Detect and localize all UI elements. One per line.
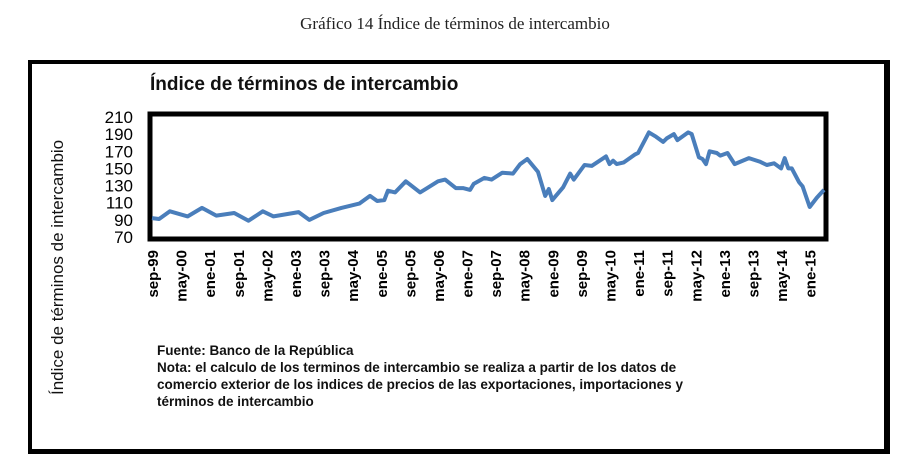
note-line: términos de intercambio	[157, 394, 314, 409]
note-line: Nota: el calculo de los terminos de inte…	[157, 360, 677, 375]
x-tick-label: ene-11	[631, 250, 648, 297]
x-tick-label: sep-09	[574, 250, 591, 298]
x-tick-label: ene-05	[374, 250, 391, 298]
figure-title: Gráfico 14 Índice de términos de interca…	[300, 14, 610, 33]
series-line	[151, 130, 826, 223]
x-tick-label: may-06	[431, 250, 448, 302]
plot-area-border	[147, 111, 829, 242]
x-tick-label: may-04	[345, 249, 362, 301]
chart-title: Índice de términos de intercambio	[150, 74, 459, 95]
x-tick-label: ene-03	[288, 250, 305, 298]
x-tick-label: ene-13	[717, 250, 734, 298]
y-tick-label: 210	[105, 108, 133, 127]
x-tick-label: sep-07	[488, 250, 505, 298]
x-tick-label: sep-99	[145, 250, 162, 298]
x-tick-label: ene-07	[460, 250, 477, 298]
y-tick-label: 90	[114, 211, 133, 230]
y-tick-label: 70	[114, 228, 133, 247]
x-tick-label: sep-11	[660, 250, 677, 297]
x-tick-label: may-14	[774, 249, 791, 301]
x-tick-label: sep-03	[317, 250, 334, 298]
x-tick-label: may-02	[259, 250, 276, 302]
x-tick-label: ene-09	[545, 250, 562, 298]
x-tick-label: may-10	[603, 250, 620, 302]
x-tick-label: ene-01	[202, 250, 219, 298]
y-tick-label: 190	[105, 125, 133, 144]
x-tick-label: may-08	[517, 250, 534, 302]
y-tick-label: 150	[105, 159, 133, 178]
note-line: comercio exterior de los indices de prec…	[157, 377, 683, 392]
y-tick-label: 170	[105, 142, 133, 161]
x-tick-label: sep-01	[231, 250, 248, 298]
y-tick-label: 130	[105, 177, 133, 196]
x-tick-label: may-00	[174, 250, 191, 302]
x-tick-label: sep-05	[402, 250, 419, 298]
notes: Fuente: Banco de la República Nota: el c…	[157, 342, 683, 410]
x-tick-label: ene-15	[803, 250, 820, 298]
source-note: Fuente: Banco de la República	[157, 343, 354, 358]
chart-frame	[28, 60, 890, 454]
x-tick-label: sep-13	[746, 250, 763, 298]
y-tick-label: 110	[106, 194, 133, 213]
x-tick-label: may-12	[688, 250, 705, 302]
